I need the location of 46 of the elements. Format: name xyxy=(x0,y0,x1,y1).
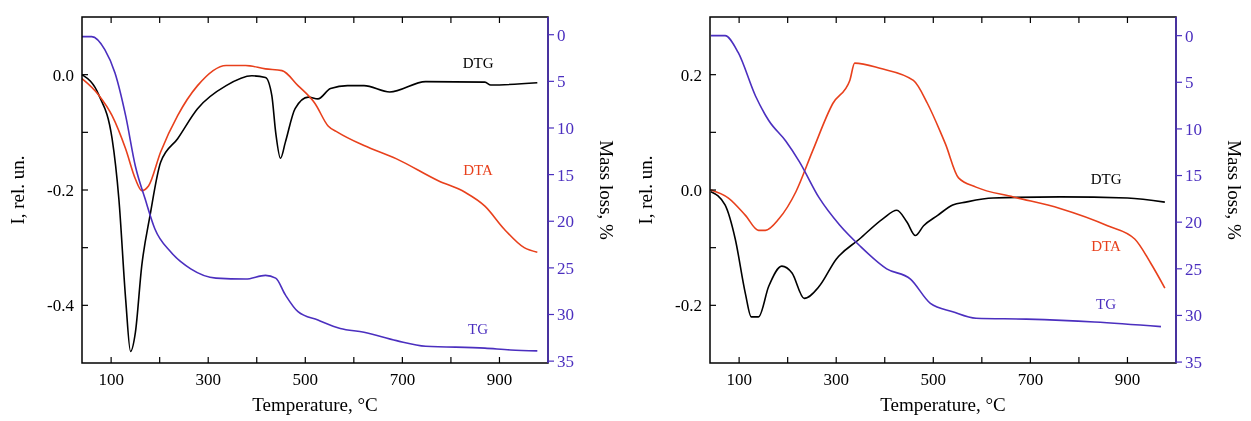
y2-tick-label: 10 xyxy=(557,118,574,138)
series-label: DTA xyxy=(463,162,494,179)
x-tick-label: 300 xyxy=(195,370,221,389)
y2-tick-label: 30 xyxy=(1185,306,1202,326)
y-axis-title: I, rel. un. xyxy=(635,155,656,225)
y2-tick-label: 15 xyxy=(1185,166,1202,186)
series-label: DTA xyxy=(1091,238,1122,255)
y2-tick-label: 25 xyxy=(557,258,574,278)
y2-axis-title: Mass loss, % xyxy=(1224,140,1245,241)
y2-tick-label: 25 xyxy=(1185,259,1202,279)
x-tick-label: 300 xyxy=(823,370,849,389)
x-tick-label: 700 xyxy=(389,370,416,389)
x-tick-label: 100 xyxy=(98,370,124,389)
y2-tick-label: 20 xyxy=(1185,213,1202,233)
series-label: TG xyxy=(468,320,489,337)
line-series xyxy=(710,34,1162,328)
y2-tick-label: 35 xyxy=(557,352,574,372)
y-tick-label: 0.0 xyxy=(52,65,74,85)
line-series xyxy=(710,62,1166,289)
x-tick-label: 700 xyxy=(1017,370,1044,389)
x-tick-label: 900 xyxy=(486,370,513,389)
x-axis-title: Temperature, °C xyxy=(880,394,1006,415)
y2-tick-label: 20 xyxy=(557,212,574,232)
y-axis-title: I, rel. un. xyxy=(7,155,28,225)
x-tick-label: 500 xyxy=(292,370,319,389)
y2-tick-label: 15 xyxy=(557,165,574,185)
y2-tick-label: 0 xyxy=(1185,26,1194,46)
y-tick-label: -0.4 xyxy=(47,296,75,316)
y-tick-label: -0.2 xyxy=(47,180,74,200)
y2-tick-label: 5 xyxy=(557,72,566,92)
y2-tick-label: 30 xyxy=(557,305,574,325)
series-label: DTG xyxy=(462,55,494,72)
x-tick-label: 100 xyxy=(726,370,752,389)
x-axis-title: Temperature, °C xyxy=(252,394,378,415)
y2-tick-label: 5 xyxy=(1185,73,1194,93)
y2-tick-label: 35 xyxy=(1185,353,1202,373)
y-tick-label: -0.2 xyxy=(675,296,702,316)
y2-tick-label: 0 xyxy=(557,25,566,45)
y2-axis-title: Mass loss, % xyxy=(596,140,617,241)
x-tick-label: 500 xyxy=(920,370,947,389)
x-tick-label: 900 xyxy=(1114,370,1141,389)
series-label: TG xyxy=(1096,295,1117,312)
y2-tick-label: 10 xyxy=(1185,119,1202,139)
series-label: DTG xyxy=(1090,170,1122,187)
y-tick-label: 0.2 xyxy=(680,65,702,85)
y-tick-label: 0.0 xyxy=(680,180,702,200)
